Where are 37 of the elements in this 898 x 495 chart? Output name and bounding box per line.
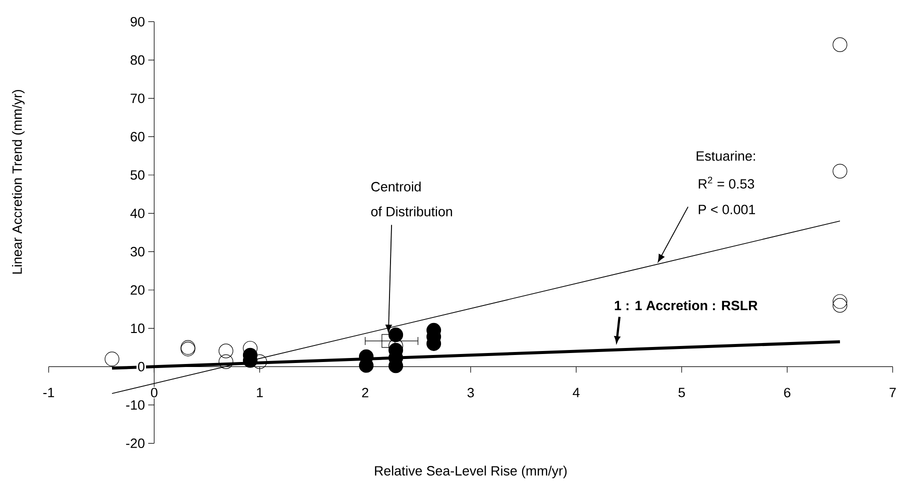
x-tick-label: 0	[150, 388, 158, 398]
y-axis-title: Linear Accretion Trend (mm/yr)	[12, 90, 25, 274]
x-tick-label: 2	[362, 388, 368, 398]
x-axis-title: Relative Sea-Level Rise (mm/yr)	[375, 466, 567, 478]
y-tick-label: 70	[130, 94, 144, 104]
y-tick-label: -20	[126, 438, 144, 448]
annotation: 1 : 1 Accretion : RSLR	[614, 300, 758, 310]
y-tick-label: 80	[130, 55, 144, 65]
x-tick-label: 4	[572, 388, 580, 398]
annotation: R$^{2}$ = 0.53	[698, 176, 754, 189]
point	[832, 294, 848, 309]
point	[382, 334, 396, 348]
point	[832, 298, 848, 313]
y-tick-label: 10	[131, 324, 144, 334]
annotation: Centroid	[371, 182, 421, 192]
y-tick-label: 50	[130, 170, 144, 180]
point	[832, 164, 848, 178]
y-tick-label: 0	[138, 362, 144, 372]
y-tick-label: 30	[130, 246, 144, 256]
y-tick-label: 60	[130, 132, 144, 142]
point	[218, 344, 234, 358]
x-tick-label: 1	[256, 388, 263, 398]
annotation: Estuarine:	[696, 150, 755, 161]
point	[218, 354, 234, 369]
y-tick-label: 90	[130, 16, 144, 26]
x-tick-label: 3	[467, 388, 474, 398]
x-tick-label: 5	[678, 388, 685, 398]
y-tick-label: 40	[130, 208, 144, 218]
point	[832, 37, 848, 52]
annotation: P < 0.001	[698, 204, 756, 214]
x-tick-label: 7	[890, 388, 896, 398]
annotation: of Distribution	[371, 206, 452, 216]
x-tick-label: -1	[43, 388, 54, 398]
x-tick-label: 6	[784, 388, 790, 398]
y-tick-label: 20	[130, 285, 144, 295]
y-tick-label: -10	[126, 400, 144, 410]
point	[104, 352, 120, 366]
